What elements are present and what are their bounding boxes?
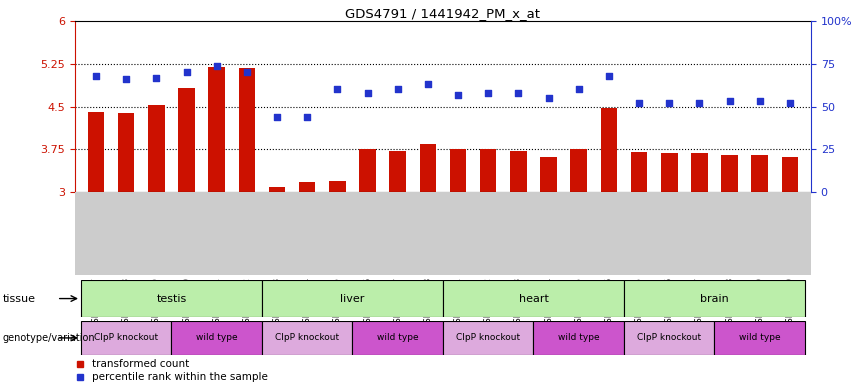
Text: percentile rank within the sample: percentile rank within the sample xyxy=(92,372,268,382)
Bar xyxy=(262,321,352,355)
Bar xyxy=(751,155,768,192)
Bar xyxy=(722,155,738,192)
Point xyxy=(119,76,133,82)
Text: ClpP knockout: ClpP knockout xyxy=(275,333,340,343)
Text: ClpP knockout: ClpP knockout xyxy=(94,333,158,343)
Bar xyxy=(299,182,316,192)
Text: liver: liver xyxy=(340,293,364,304)
Text: ClpP knockout: ClpP knockout xyxy=(637,333,701,343)
Bar xyxy=(631,152,648,192)
Bar xyxy=(178,88,195,192)
Bar xyxy=(269,187,285,192)
Bar xyxy=(118,113,134,192)
Bar xyxy=(624,321,715,355)
Text: wild type: wild type xyxy=(558,333,599,343)
Bar xyxy=(390,151,406,192)
Text: ClpP knockout: ClpP knockout xyxy=(456,333,520,343)
Bar xyxy=(661,153,677,192)
Point xyxy=(150,74,163,81)
Point xyxy=(421,81,435,88)
Text: transformed count: transformed count xyxy=(92,359,189,369)
Text: heart: heart xyxy=(518,293,548,304)
Bar xyxy=(781,157,798,192)
Point xyxy=(180,70,193,76)
Point xyxy=(300,114,314,120)
Text: tissue: tissue xyxy=(3,293,36,304)
Bar xyxy=(171,321,262,355)
Text: wild type: wild type xyxy=(196,333,237,343)
Bar xyxy=(352,321,443,355)
Bar xyxy=(449,149,466,192)
Text: brain: brain xyxy=(700,293,728,304)
Point xyxy=(783,100,797,106)
Point xyxy=(722,98,736,104)
Point xyxy=(693,100,706,106)
Point xyxy=(662,100,676,106)
Point xyxy=(482,90,495,96)
Bar xyxy=(624,280,805,317)
Bar xyxy=(601,108,617,192)
Bar xyxy=(443,280,624,317)
Bar xyxy=(570,149,587,192)
Bar xyxy=(540,157,557,192)
Point xyxy=(572,86,585,93)
Bar xyxy=(691,153,708,192)
Bar xyxy=(480,149,496,192)
Point xyxy=(753,98,767,104)
Bar xyxy=(88,112,105,192)
Title: GDS4791 / 1441942_PM_x_at: GDS4791 / 1441942_PM_x_at xyxy=(346,7,540,20)
Point xyxy=(89,73,103,79)
Point xyxy=(210,63,224,69)
Bar xyxy=(81,321,171,355)
Point xyxy=(391,86,404,93)
Point xyxy=(511,90,525,96)
Bar xyxy=(208,67,225,192)
Bar xyxy=(443,321,534,355)
Bar xyxy=(359,149,376,192)
Text: testis: testis xyxy=(157,293,186,304)
Bar xyxy=(81,280,262,317)
Text: wild type: wild type xyxy=(377,333,419,343)
Bar xyxy=(420,144,437,192)
Point xyxy=(602,73,615,79)
Point xyxy=(361,90,374,96)
Text: wild type: wild type xyxy=(739,333,780,343)
Bar xyxy=(510,151,527,192)
Point xyxy=(330,86,344,93)
Text: genotype/variation: genotype/variation xyxy=(3,333,95,343)
Bar xyxy=(715,321,805,355)
Point xyxy=(271,114,284,120)
Bar xyxy=(329,180,346,192)
Bar xyxy=(534,321,624,355)
Bar xyxy=(262,280,443,317)
Point xyxy=(542,95,556,101)
Point xyxy=(240,70,254,76)
Bar xyxy=(148,106,164,192)
Bar xyxy=(238,68,255,192)
Point xyxy=(451,91,465,98)
Point xyxy=(632,100,646,106)
